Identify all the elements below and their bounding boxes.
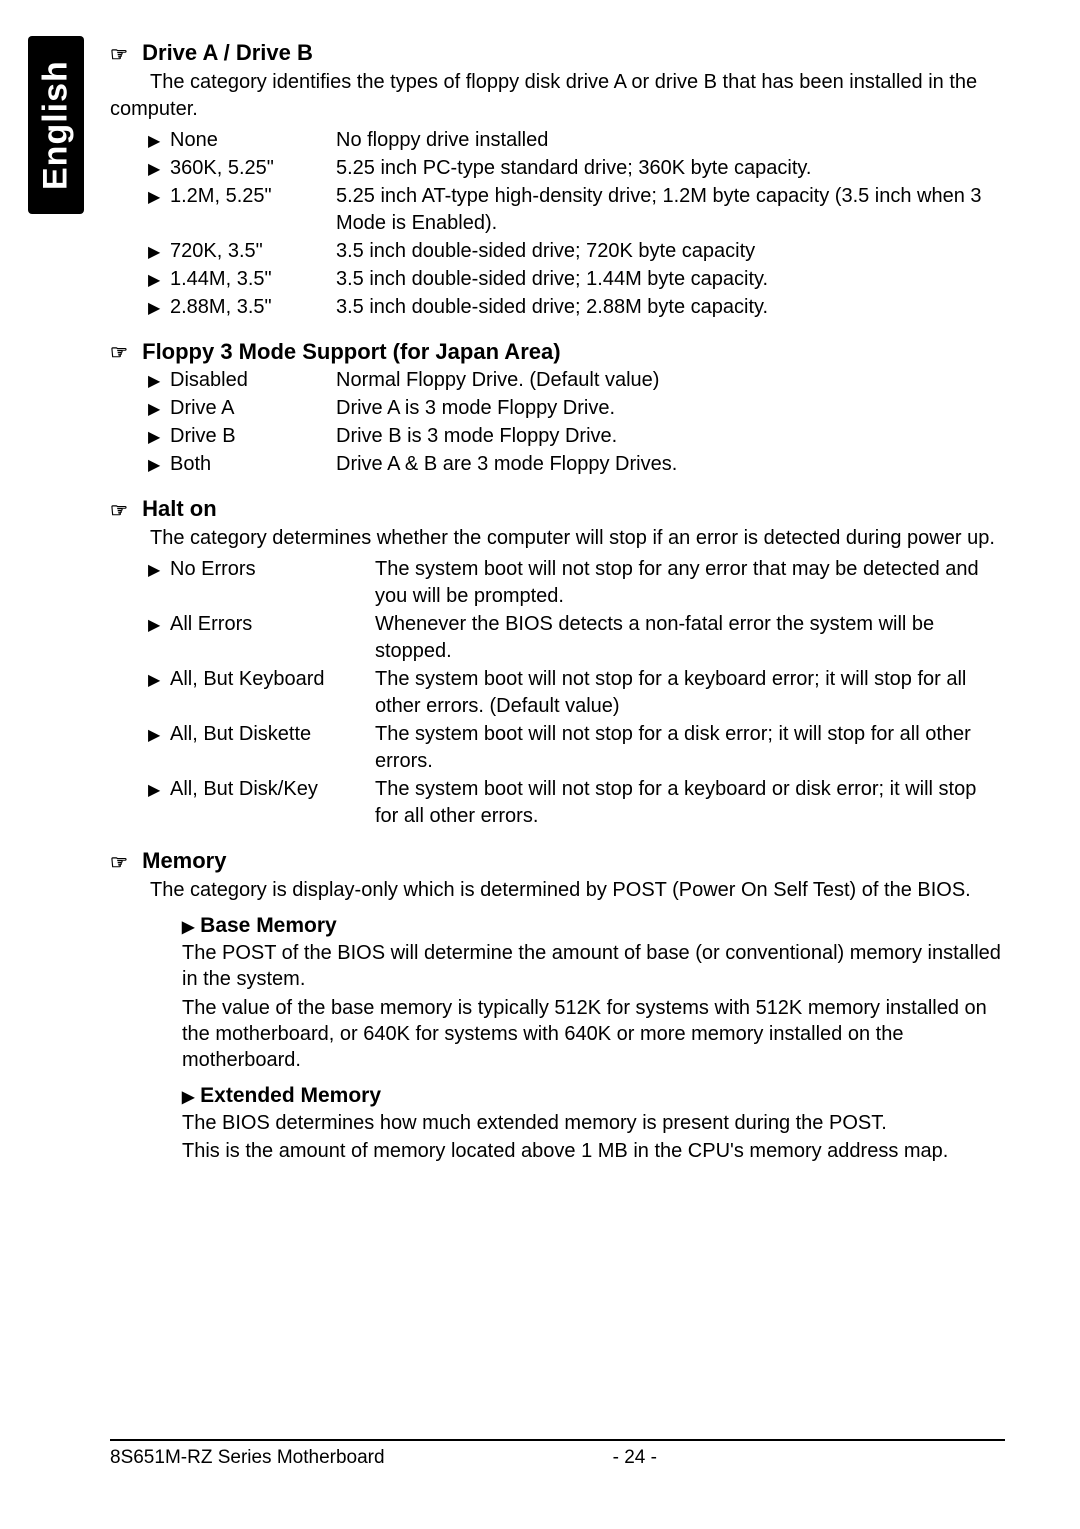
base-memory-heading: ▶ Base Memory: [182, 914, 1005, 938]
triangle-icon: ▶: [148, 155, 170, 179]
item-label: Both: [170, 451, 336, 478]
item-desc: The system boot will not stop for a keyb…: [375, 776, 1005, 830]
list-item: ▶All ErrorsWhenever the BIOS detects a n…: [148, 611, 1005, 665]
triangle-icon: ▶: [148, 451, 170, 475]
item-desc: The system boot will not stop for a keyb…: [375, 666, 1005, 720]
halt-title-text: Halt on: [142, 496, 217, 521]
item-label: All Errors: [170, 611, 375, 638]
item-desc: Normal Floppy Drive. (Default value): [336, 367, 1005, 394]
triangle-icon: ▶: [148, 611, 170, 635]
base-memory-p2: The value of the base memory is typicall…: [182, 995, 1005, 1074]
item-label: All, But Diskette: [170, 721, 375, 748]
list-item: ▶1.44M, 3.5"3.5 inch double-sided drive;…: [148, 266, 1005, 293]
item-desc: Whenever the BIOS detects a non-fatal er…: [375, 611, 1005, 665]
item-desc: The system boot will not stop for a disk…: [375, 721, 1005, 775]
item-desc: Drive A is 3 mode Floppy Drive.: [336, 395, 1005, 422]
list-item: ▶Drive BDrive B is 3 mode Floppy Drive.: [148, 423, 1005, 450]
triangle-icon: ▶: [148, 666, 170, 690]
list-item: ▶All, But Disk/KeyThe system boot will n…: [148, 776, 1005, 830]
memory-intro: The category is display-only which is de…: [150, 877, 1005, 904]
item-label: 1.44M, 3.5": [170, 266, 336, 293]
triangle-icon: ▶: [148, 395, 170, 419]
triangle-icon: ▶: [148, 183, 170, 207]
item-desc: 3.5 inch double-sided drive; 720K byte c…: [336, 238, 1005, 265]
extended-memory-heading: ▶ Extended Memory: [182, 1084, 1005, 1108]
item-label: Drive A: [170, 395, 336, 422]
list-item: ▶720K, 3.5"3.5 inch double-sided drive; …: [148, 238, 1005, 265]
floppy-title-text: Floppy 3 Mode Support (for Japan Area): [142, 339, 560, 364]
drive-intro: The category identifies the types of flo…: [110, 69, 1005, 123]
list-item: ▶NoneNo floppy drive installed: [148, 127, 1005, 154]
triangle-icon: ▶: [148, 556, 170, 580]
item-label: Drive B: [170, 423, 336, 450]
triangle-icon: ▶: [148, 238, 170, 262]
triangle-icon: ▶: [182, 915, 194, 936]
memory-title-text: Memory: [142, 848, 226, 873]
section-drive-title: ☞ Drive A / Drive B: [110, 40, 1005, 67]
item-desc: Drive B is 3 mode Floppy Drive.: [336, 423, 1005, 450]
language-tab: English: [28, 36, 84, 214]
base-memory-heading-text: Base Memory: [200, 914, 337, 937]
list-item: ▶BothDrive A & B are 3 mode Floppy Drive…: [148, 451, 1005, 478]
triangle-icon: ▶: [148, 266, 170, 290]
item-desc: 5.25 inch AT-type high-density drive; 1.…: [336, 183, 1005, 237]
item-desc: No floppy drive installed: [336, 127, 1005, 154]
item-label: All, But Disk/Key: [170, 776, 375, 803]
item-label: None: [170, 127, 336, 154]
base-memory-p1: The POST of the BIOS will determine the …: [182, 940, 1005, 993]
item-desc: Drive A & B are 3 mode Floppy Drives.: [336, 451, 1005, 478]
list-item: ▶2.88M, 3.5"3.5 inch double-sided drive;…: [148, 294, 1005, 321]
triangle-icon: ▶: [148, 127, 170, 151]
triangle-icon: ▶: [148, 367, 170, 391]
hand-icon: ☞: [110, 42, 136, 67]
item-desc: The system boot will not stop for any er…: [375, 556, 1005, 610]
halt-intro: The category determines whether the comp…: [150, 525, 1005, 552]
item-label: 360K, 5.25": [170, 155, 336, 182]
item-desc: 3.5 inch double-sided drive; 1.44M byte …: [336, 266, 1005, 293]
list-item: ▶All, But KeyboardThe system boot will n…: [148, 666, 1005, 720]
list-item: ▶360K, 5.25"5.25 inch PC-type standard d…: [148, 155, 1005, 182]
list-item: ▶1.2M, 5.25"5.25 inch AT-type high-densi…: [148, 183, 1005, 237]
triangle-icon: ▶: [182, 1085, 194, 1106]
section-memory-title: ☞ Memory: [110, 848, 1005, 875]
list-item: ▶All, But DisketteThe system boot will n…: [148, 721, 1005, 775]
hand-icon: ☞: [110, 498, 136, 523]
item-label: Disabled: [170, 367, 336, 394]
ext-memory-p2: This is the amount of memory located abo…: [182, 1138, 1005, 1164]
footer-page: - 24 -: [613, 1447, 657, 1469]
triangle-icon: ▶: [148, 423, 170, 447]
section-floppy-title: ☞ Floppy 3 Mode Support (for Japan Area): [110, 339, 1005, 366]
drive-title-text: Drive A / Drive B: [142, 40, 313, 65]
triangle-icon: ▶: [148, 294, 170, 318]
item-label: All, But Keyboard: [170, 666, 375, 693]
triangle-icon: ▶: [148, 721, 170, 745]
item-label: No Errors: [170, 556, 375, 583]
item-desc: 3.5 inch double-sided drive; 2.88M byte …: [336, 294, 1005, 321]
footer-left: 8S651M-RZ Series Motherboard: [110, 1447, 385, 1469]
triangle-icon: ▶: [148, 776, 170, 800]
ext-memory-p1: The BIOS determines how much extended me…: [182, 1110, 1005, 1136]
item-label: 720K, 3.5": [170, 238, 336, 265]
hand-icon: ☞: [110, 340, 136, 365]
item-desc: 5.25 inch PC-type standard drive; 360K b…: [336, 155, 1005, 182]
item-label: 2.88M, 3.5": [170, 294, 336, 321]
list-item: ▶Drive ADrive A is 3 mode Floppy Drive.: [148, 395, 1005, 422]
extended-memory-heading-text: Extended Memory: [200, 1084, 381, 1107]
list-item: ▶No ErrorsThe system boot will not stop …: [148, 556, 1005, 610]
item-label: 1.2M, 5.25": [170, 183, 336, 210]
hand-icon: ☞: [110, 850, 136, 875]
list-item: ▶DisabledNormal Floppy Drive. (Default v…: [148, 367, 1005, 394]
section-halt-title: ☞ Halt on: [110, 496, 1005, 523]
